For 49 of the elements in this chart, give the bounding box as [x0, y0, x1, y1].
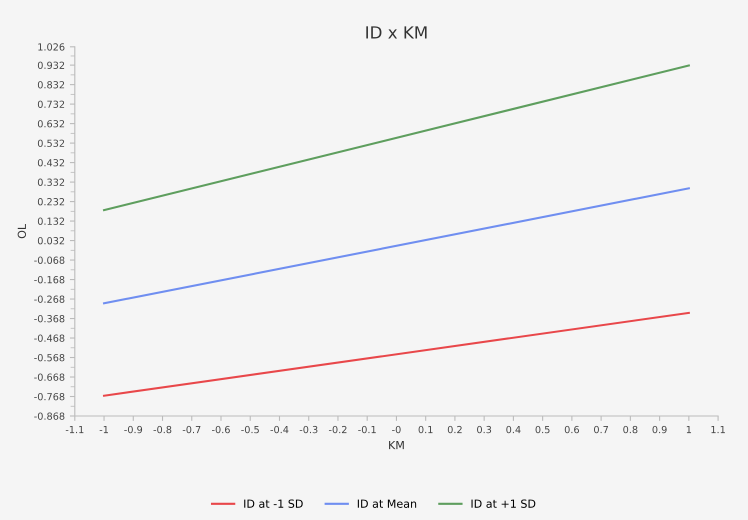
y-tick-label: 0.032: [38, 237, 64, 244]
x-tick-label: -0.3: [300, 426, 318, 434]
y-tick-label: 0.932: [38, 62, 64, 69]
x-tick-label: -0.6: [212, 426, 230, 434]
x-tick-label: -0.4: [270, 426, 288, 434]
y-tick-label: -0.868: [34, 412, 64, 420]
y-tick-label: -0.668: [34, 373, 64, 381]
x-axis-title: KM: [389, 441, 404, 450]
y-axis-title: OL: [18, 224, 26, 238]
x-tick-label: 0.7: [594, 426, 608, 434]
legend-label: ID at +1 SD: [471, 499, 536, 508]
x-tick-label: 0.2: [448, 426, 462, 434]
x-tick-label: 0.6: [564, 426, 579, 434]
y-tick-label: 0.632: [38, 120, 64, 128]
x-tick-label: -0: [392, 426, 401, 434]
y-tick-label: 0.232: [38, 198, 64, 206]
legend-label: ID at -1 SD: [244, 499, 303, 508]
x-tick-label: -0.1: [358, 426, 376, 434]
x-tick-label: 0.5: [536, 426, 550, 434]
x-tick-label: -0.5: [241, 426, 259, 434]
x-tick-label: -0.8: [154, 426, 172, 434]
x-tick-label: 0.9: [652, 426, 667, 434]
y-tick-label: -0.068: [34, 256, 64, 264]
y-tick-label: -0.268: [34, 296, 64, 303]
y-tick-label: 0.132: [38, 218, 64, 225]
x-tick-label: -0.9: [124, 426, 142, 434]
y-tick-label: -0.568: [34, 354, 64, 362]
y-tick-label: -0.368: [34, 315, 64, 322]
legend-label: ID at Mean: [358, 500, 416, 508]
x-tick-label: -1: [100, 426, 108, 434]
y-tick-label: 1.026: [38, 43, 64, 51]
y-tick-label: 0.432: [38, 159, 64, 166]
x-tick-label: -0.7: [182, 426, 200, 434]
y-tick-label: 0.332: [38, 178, 64, 186]
x-tick-label: 0.4: [506, 426, 521, 434]
x-tick-label: -1.1: [66, 426, 84, 434]
y-tick-label: 0.832: [38, 81, 64, 88]
x-tick-label: 1.1: [711, 426, 725, 434]
x-tick-label: 1: [686, 426, 692, 434]
y-tick-label: 0.732: [38, 100, 64, 108]
x-tick-label: 0.3: [477, 426, 492, 434]
y-tick-label: -0.468: [34, 334, 64, 342]
y-tick-label: -0.768: [34, 392, 64, 400]
y-tick-label: 0.532: [38, 140, 64, 147]
x-tick-label: 0.8: [623, 426, 638, 434]
x-tick-label: 0.1: [418, 426, 433, 434]
x-tick-label: -0.2: [328, 426, 346, 434]
chart-title: ID x KM: [366, 26, 427, 38]
y-tick-label: -0.168: [34, 276, 64, 284]
